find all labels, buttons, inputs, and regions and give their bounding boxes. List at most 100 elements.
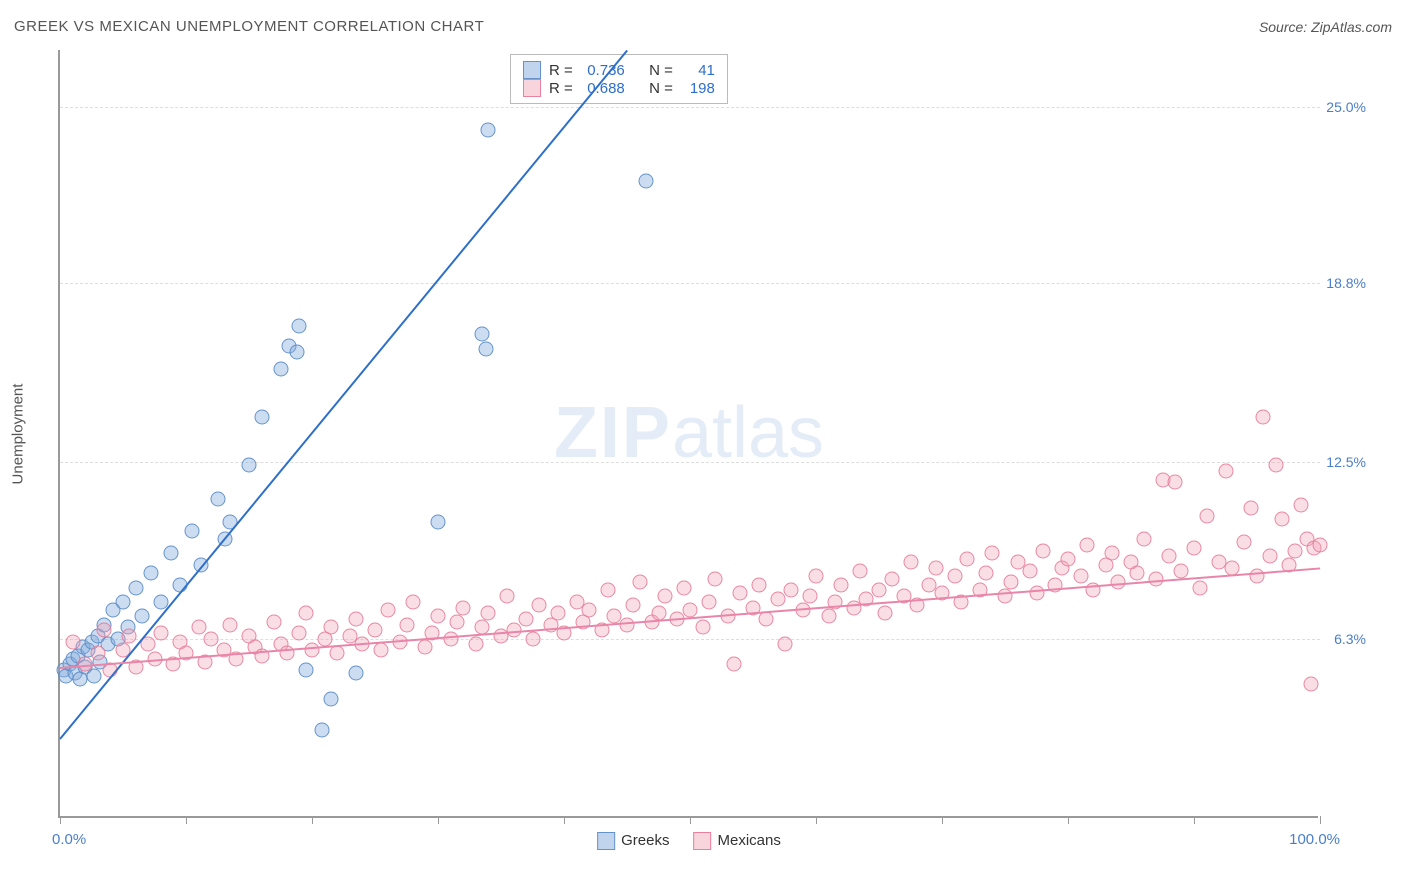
scatter-point-mexicans (1136, 532, 1151, 547)
scatter-point-greeks (210, 492, 225, 507)
x-tick (690, 816, 691, 824)
scatter-point-mexicans (1256, 409, 1271, 424)
scatter-point-mexicans (601, 583, 616, 598)
scatter-point-mexicans (821, 609, 836, 624)
scatter-point-mexicans (153, 626, 168, 641)
x-tick (816, 816, 817, 824)
y-tick-label: 25.0% (1326, 99, 1366, 115)
legend-label-greeks: Greeks (621, 832, 669, 849)
scatter-point-mexicans (292, 626, 307, 641)
scatter-point-greeks (481, 122, 496, 137)
scatter-point-mexicans (783, 583, 798, 598)
scatter-point-mexicans (204, 631, 219, 646)
scatter-point-mexicans (1275, 512, 1290, 527)
scatter-point-mexicans (1079, 537, 1094, 552)
scatter-point-mexicans (802, 589, 817, 604)
y-tick-label: 12.5% (1326, 454, 1366, 470)
scatter-point-mexicans (468, 637, 483, 652)
scatter-point-mexicans (122, 628, 137, 643)
scatter-point-mexicans (1161, 549, 1176, 564)
scatter-point-mexicans (834, 577, 849, 592)
x-axis-min-label: 0.0% (52, 831, 86, 848)
scatter-point-mexicans (1218, 463, 1233, 478)
plot-region: ZIPatlas R = 0.736 N = 41 R = 0.688 N = … (58, 50, 1318, 818)
scatter-point-greeks (116, 594, 131, 609)
scatter-point-greeks (143, 566, 158, 581)
scatter-point-mexicans (853, 563, 868, 578)
scatter-point-mexicans (418, 640, 433, 655)
scatter-point-mexicans (399, 617, 414, 632)
x-tick (186, 816, 187, 824)
scatter-point-mexicans (701, 594, 716, 609)
scatter-point-mexicans (97, 623, 112, 638)
x-tick (942, 816, 943, 824)
scatter-point-mexicans (979, 566, 994, 581)
scatter-point-greeks (273, 361, 288, 376)
scatter-point-mexicans (191, 620, 206, 635)
scatter-point-mexicans (1061, 552, 1076, 567)
scatter-point-greeks (349, 665, 364, 680)
scatter-point-mexicans (676, 580, 691, 595)
y-tick-label: 18.8% (1326, 275, 1366, 291)
legend-label-mexicans: Mexicans (718, 832, 781, 849)
scatter-point-greeks (478, 341, 493, 356)
r-value-mexicans: 0.688 (581, 80, 625, 97)
chart-header: GREEK VS MEXICAN UNEMPLOYMENT CORRELATIO… (14, 18, 1392, 35)
scatter-point-mexicans (1187, 540, 1202, 555)
scatter-point-mexicans (405, 594, 420, 609)
r-label: R = (549, 62, 573, 79)
n-value-greeks: 41 (681, 62, 715, 79)
scatter-point-mexicans (1262, 549, 1277, 564)
scatter-point-mexicans (752, 577, 767, 592)
scatter-point-mexicans (683, 603, 698, 618)
scatter-point-greeks (185, 523, 200, 538)
scatter-point-mexicans (374, 643, 389, 658)
scatter-point-mexicans (90, 646, 105, 661)
scatter-point-mexicans (323, 620, 338, 635)
scatter-point-greeks (242, 458, 257, 473)
scatter-point-greeks (475, 327, 490, 342)
scatter-point-mexicans (878, 606, 893, 621)
scatter-point-mexicans (1168, 475, 1183, 490)
scatter-point-mexicans (525, 631, 540, 646)
chart-title: GREEK VS MEXICAN UNEMPLOYMENT CORRELATIO… (14, 18, 484, 35)
x-tick (312, 816, 313, 824)
x-tick (438, 816, 439, 824)
legend-swatch-pink (523, 79, 541, 97)
scatter-point-mexicans (443, 631, 458, 646)
scatter-point-mexicans (1313, 537, 1328, 552)
x-tick (1068, 816, 1069, 824)
scatter-point-greeks (254, 409, 269, 424)
scatter-point-mexicans (481, 606, 496, 621)
x-axis-max-label: 100.0% (1289, 831, 1340, 848)
scatter-point-mexicans (449, 614, 464, 629)
scatter-point-greeks (315, 722, 330, 737)
scatter-point-mexicans (65, 634, 80, 649)
scatter-point-mexicans (1237, 535, 1252, 550)
x-tick (60, 816, 61, 824)
scatter-point-mexicans (777, 637, 792, 652)
scatter-point-mexicans (960, 552, 975, 567)
r-label-2: R = (549, 80, 573, 97)
stats-row-greeks: R = 0.736 N = 41 (523, 61, 715, 79)
scatter-point-mexicans (550, 606, 565, 621)
legend-item-mexicans: Mexicans (694, 832, 781, 850)
y-axis-title: Unemployment (10, 384, 27, 485)
scatter-point-mexicans (380, 603, 395, 618)
scatter-point-greeks (289, 344, 304, 359)
scatter-point-mexicans (947, 569, 962, 584)
scatter-point-mexicans (928, 560, 943, 575)
scatter-point-greeks (323, 691, 338, 706)
scatter-point-mexicans (695, 620, 710, 635)
scatter-point-mexicans (1268, 458, 1283, 473)
watermark-zip: ZIP (554, 393, 672, 473)
scatter-point-mexicans (626, 597, 641, 612)
scatter-point-mexicans (531, 597, 546, 612)
scatter-point-mexicans (368, 623, 383, 638)
scatter-point-mexicans (519, 611, 534, 626)
scatter-point-mexicans (456, 600, 471, 615)
scatter-point-mexicans (985, 546, 1000, 561)
scatter-point-greeks (128, 580, 143, 595)
scatter-point-mexicans (657, 589, 672, 604)
n-label: N = (649, 62, 673, 79)
